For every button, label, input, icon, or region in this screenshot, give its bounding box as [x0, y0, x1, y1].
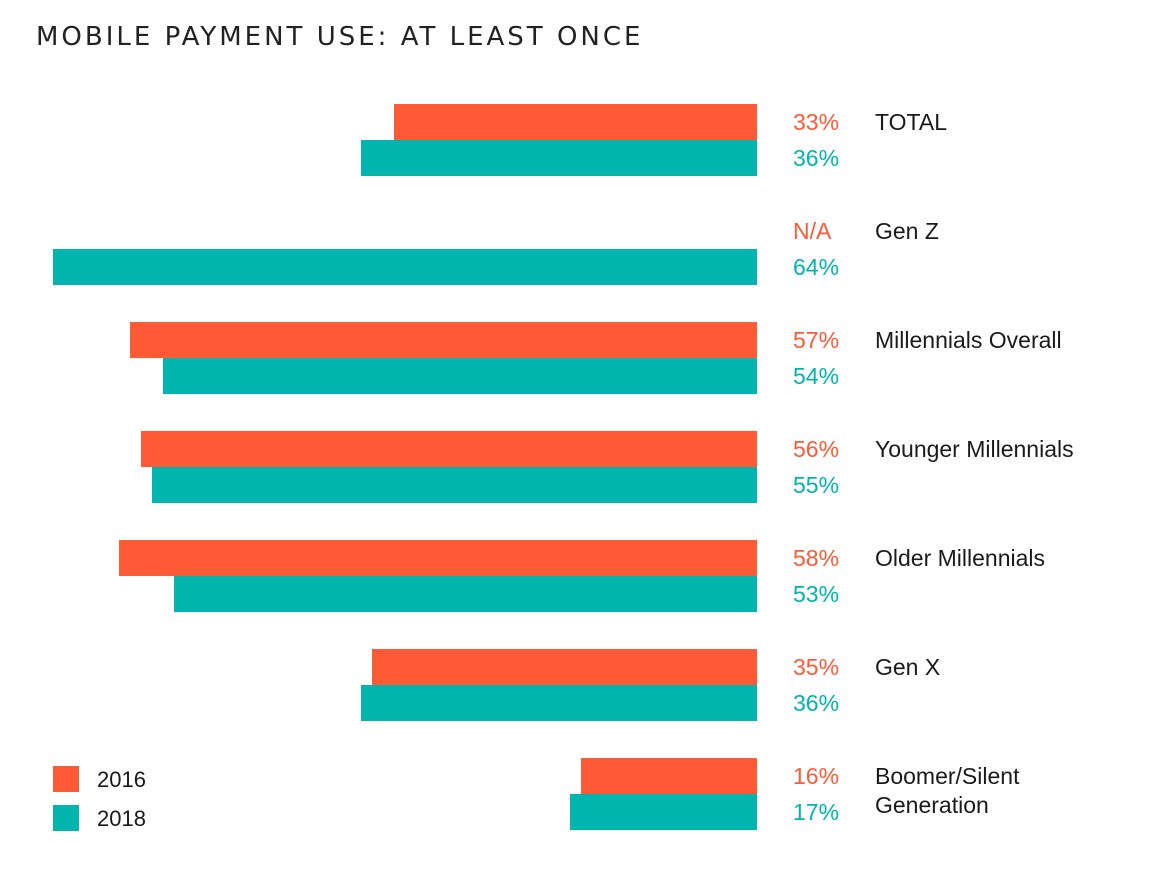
value-label-2016-2: 57% — [793, 327, 839, 353]
value-label-2016-6: 16% — [793, 763, 839, 789]
value-label-2018-4: 53% — [793, 581, 839, 607]
legend-label-2018: 2018 — [97, 806, 146, 831]
bar-2016-6 — [581, 758, 757, 794]
category-label-line: Gen Z — [875, 218, 939, 244]
chart-title: MOBILE PAYMENT USE: AT LEAST ONCE — [36, 22, 643, 52]
value-label-2018-3: 55% — [793, 472, 839, 498]
value-label-2018-5: 36% — [793, 690, 839, 716]
category-label-line: Generation — [875, 792, 989, 818]
bar-2016-0 — [394, 104, 757, 140]
category-label-line: Boomer/Silent — [875, 763, 1020, 789]
value-label-2016-3: 56% — [793, 436, 839, 462]
category-label-3: Younger Millennials — [875, 436, 1074, 462]
value-label-2018-2: 54% — [793, 363, 839, 389]
category-label-line: Gen X — [875, 654, 940, 680]
bar-2016-5 — [372, 649, 757, 685]
category-label-4: Older Millennials — [875, 545, 1045, 571]
legend: 2016 2018 — [53, 766, 146, 831]
category-label-line: Younger Millennials — [875, 436, 1074, 462]
category-label-2: Millennials Overall — [875, 327, 1062, 353]
bar-2016-4 — [119, 540, 757, 576]
bar-2018-0 — [361, 140, 757, 176]
value-label-2016-5: 35% — [793, 654, 839, 680]
value-label-2018-0: 36% — [793, 145, 839, 171]
category-label-line: Millennials Overall — [875, 327, 1062, 353]
value-label-2018-1: 64% — [793, 254, 839, 280]
category-label-6: Boomer/Silent Generation — [875, 763, 1020, 818]
bar-2018-4 — [174, 576, 757, 612]
bar-2018-3 — [152, 467, 757, 503]
value-label-2016-0: 33% — [793, 109, 839, 135]
bars — [53, 104, 757, 830]
bar-2018-1 — [53, 249, 757, 285]
legend-swatch-2016 — [53, 766, 79, 792]
bar-2016-2 — [130, 322, 757, 358]
category-label-line: Older Millennials — [875, 545, 1045, 571]
category-label-1: Gen Z — [875, 218, 939, 244]
category-label-line: TOTAL — [875, 109, 947, 135]
legend-label-2016: 2016 — [97, 767, 146, 792]
value-labels: 33% 36% N/A 64% 57% 54% 56% 55% 58% 53% 35% 36% 16% 1… — [793, 109, 839, 825]
legend-swatch-2018 — [53, 805, 79, 831]
value-label-2016-4: 58% — [793, 545, 839, 571]
bar-2018-6 — [570, 794, 757, 830]
bar-2018-2 — [163, 358, 757, 394]
category-label-0: TOTAL — [875, 109, 947, 135]
bar-2018-5 — [361, 685, 757, 721]
value-label-2018-6: 17% — [793, 799, 839, 825]
category-labels: TOTAL Gen Z Millennials Overall Younger Mil… — [875, 109, 1074, 818]
bar-2016-3 — [141, 431, 757, 467]
value-label-2016-1: N/A — [793, 218, 832, 244]
category-label-5: Gen X — [875, 654, 940, 680]
